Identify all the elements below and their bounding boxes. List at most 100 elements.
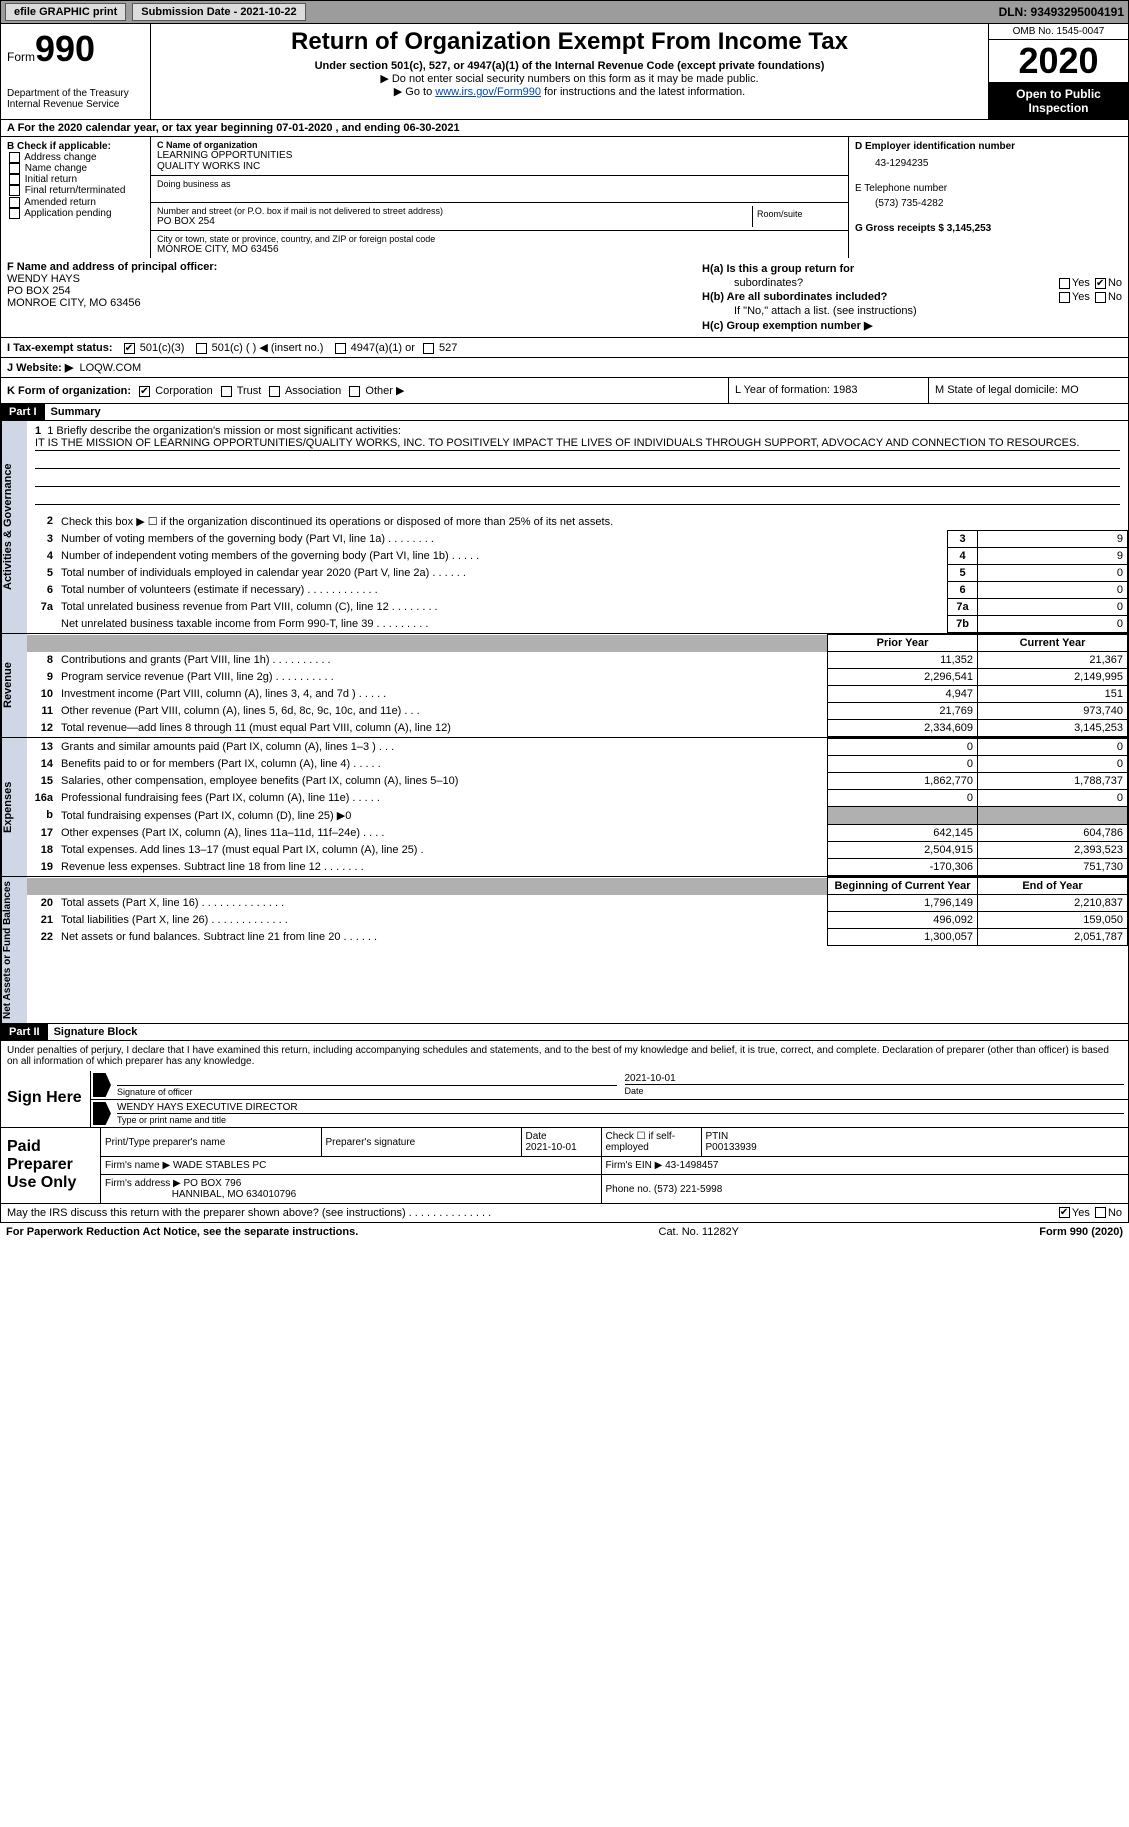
lbl-4947: 4947(a)(1) or <box>351 342 415 354</box>
line-6: Total number of volunteers (estimate if … <box>57 582 948 599</box>
cb-initial-return[interactable]: Initial return <box>7 174 144 185</box>
cb-application-pending[interactable]: Application pending <box>7 208 144 219</box>
addr-value: PO BOX 254 <box>157 216 752 227</box>
ha-label: H(a) Is this a group return for <box>702 263 854 275</box>
cb-name-change[interactable]: Name change <box>7 163 144 174</box>
officer-name: WENDY HAYS <box>7 273 702 285</box>
ha-yes[interactable]: Yes <box>1072 277 1090 289</box>
cb-501c3[interactable] <box>124 343 135 354</box>
cb-amended-return[interactable]: Amended return <box>7 197 144 208</box>
line-9: Program service revenue (Part VIII, line… <box>57 669 828 686</box>
curr-8: 21,367 <box>978 652 1128 669</box>
sign-here-label: Sign Here <box>1 1071 91 1127</box>
expenses-section: Expenses 13Grants and similar amounts pa… <box>0 738 1129 877</box>
cat-no: Cat. No. 11282Y <box>358 1226 1039 1238</box>
cb-527[interactable] <box>423 343 434 354</box>
may-yes: Yes <box>1072 1207 1090 1219</box>
website-row: J Website: ▶ LOQW.COM <box>0 358 1129 378</box>
sig-name-label: Type or print name and title <box>117 1113 1124 1125</box>
line-10: Investment income (Part VIII, column (A)… <box>57 686 828 703</box>
prior-16b <box>828 807 978 825</box>
ha-no[interactable]: No <box>1108 277 1122 289</box>
lbl-other: Other ▶ <box>365 385 404 397</box>
period-row: A For the 2020 calendar year, or tax yea… <box>0 120 1129 137</box>
cb-may-yes[interactable] <box>1059 1207 1070 1218</box>
curr-18: 2,393,523 <box>978 842 1128 859</box>
hb-no[interactable]: No <box>1108 291 1122 303</box>
prep-name-label: Print/Type preparer's name <box>101 1128 321 1157</box>
ptin-value: P00133939 <box>706 1142 757 1153</box>
cb-other[interactable] <box>349 386 360 397</box>
instructions-link[interactable]: www.irs.gov/Form990 <box>435 86 541 98</box>
side-expenses: Expenses <box>1 738 27 876</box>
block-b-header: B Check if applicable: <box>7 141 144 152</box>
block-d: D Employer identification number 43-1294… <box>848 137 1128 258</box>
dba-label: Doing business as <box>157 179 842 189</box>
officer-addr1: PO BOX 254 <box>7 285 702 297</box>
submission-date-button[interactable]: Submission Date - 2021-10-22 <box>132 3 305 21</box>
sig-name: WENDY HAYS EXECUTIVE DIRECTOR <box>117 1102 1124 1113</box>
val-7a: 0 <box>978 599 1128 616</box>
may-no: No <box>1108 1207 1122 1219</box>
line-11: Other revenue (Part VIII, column (A), li… <box>57 703 828 720</box>
efile-button[interactable]: efile GRAPHIC print <box>5 3 126 21</box>
cb-4947[interactable] <box>335 343 346 354</box>
cb-final-return[interactable]: Final return/terminated <box>7 185 144 196</box>
prior-15: 1,862,770 <box>828 773 978 790</box>
org-name-label: C Name of organization <box>157 140 842 150</box>
val-4: 9 <box>978 548 1128 565</box>
beg-20: 1,796,149 <box>828 895 978 912</box>
curr-19: 751,730 <box>978 859 1128 876</box>
val-7b: 0 <box>978 616 1128 633</box>
block-h: H(a) Is this a group return for subordin… <box>702 261 1122 334</box>
signature-declaration: Under penalties of perjury, I declare th… <box>0 1041 1129 1071</box>
firm-city: HANNIBAL, MO 634010796 <box>172 1189 297 1200</box>
hdr-curr: Current Year <box>978 635 1128 652</box>
curr-13: 0 <box>978 739 1128 756</box>
cb-address-change[interactable]: Address change <box>7 152 144 163</box>
end-20: 2,210,837 <box>978 895 1128 912</box>
hb-note: If "No," attach a list. (see instruction… <box>702 305 1122 317</box>
row-klm: K Form of organization: Corporation Trus… <box>0 378 1129 404</box>
officer-addr2: MONROE CITY, MO 63456 <box>7 297 702 309</box>
form-header: Form990 Department of the Treasury Inter… <box>0 24 1129 120</box>
line-19: Revenue less expenses. Subtract line 18 … <box>57 859 828 876</box>
lbl-501c3: 501(c)(3) <box>140 342 185 354</box>
beg-22: 1,300,057 <box>828 929 978 946</box>
dept-label: Department of the Treasury Internal Reve… <box>7 88 144 110</box>
hdr-prior: Prior Year <box>828 635 978 652</box>
page-footer: For Paperwork Reduction Act Notice, see … <box>0 1223 1129 1241</box>
prior-13: 0 <box>828 739 978 756</box>
line-8: Contributions and grants (Part VIII, lin… <box>57 652 828 669</box>
sign-here-block: Sign Here Signature of officer 2021-10-0… <box>0 1071 1129 1128</box>
hdr-end: End of Year <box>978 878 1128 895</box>
cb-corp[interactable] <box>139 386 150 397</box>
firm-ein: Firm's EIN ▶ 43-1498457 <box>601 1157 1128 1175</box>
topbar: efile GRAPHIC print Submission Date - 20… <box>0 0 1129 24</box>
cb-may-no[interactable] <box>1095 1207 1106 1218</box>
block-bcd: B Check if applicable: Address change Na… <box>0 137 1129 258</box>
prior-19: -170,306 <box>828 859 978 876</box>
website-value: LOQW.COM <box>79 362 141 374</box>
line-7a: Total unrelated business revenue from Pa… <box>57 599 948 616</box>
revenue-section: Revenue Prior YearCurrent Year 8Contribu… <box>0 634 1129 738</box>
side-revenue: Revenue <box>1 634 27 737</box>
prep-selfemp[interactable]: Check ☐ if self-employed <box>601 1128 701 1157</box>
sub3-post: for instructions and the latest informat… <box>541 86 745 98</box>
tax-year: 2020 <box>989 40 1128 83</box>
cb-assoc[interactable] <box>269 386 280 397</box>
tel-value: (573) 735-4282 <box>855 194 1122 223</box>
hb-yes[interactable]: Yes <box>1072 291 1090 303</box>
cb-501c[interactable] <box>196 343 207 354</box>
side-governance: Activities & Governance <box>1 421 27 633</box>
tax-status-row: I Tax-exempt status: 501(c)(3) 501(c) ( … <box>0 338 1129 358</box>
addr-label: Number and street (or P.O. box if mail i… <box>157 206 752 216</box>
governance-section: Activities & Governance 1 1 Briefly desc… <box>0 421 1129 634</box>
subtitle-1: Under section 501(c), 527, or 4947(a)(1)… <box>155 60 984 72</box>
val-5: 0 <box>978 565 1128 582</box>
cb-trust[interactable] <box>221 386 232 397</box>
city-value: MONROE CITY, MO 63456 <box>157 244 842 255</box>
form-number: 990 <box>35 28 95 69</box>
mission-label: 1 1 Briefly describe the organization's … <box>35 425 1120 437</box>
preparer-label: Paid Preparer Use Only <box>1 1128 101 1203</box>
